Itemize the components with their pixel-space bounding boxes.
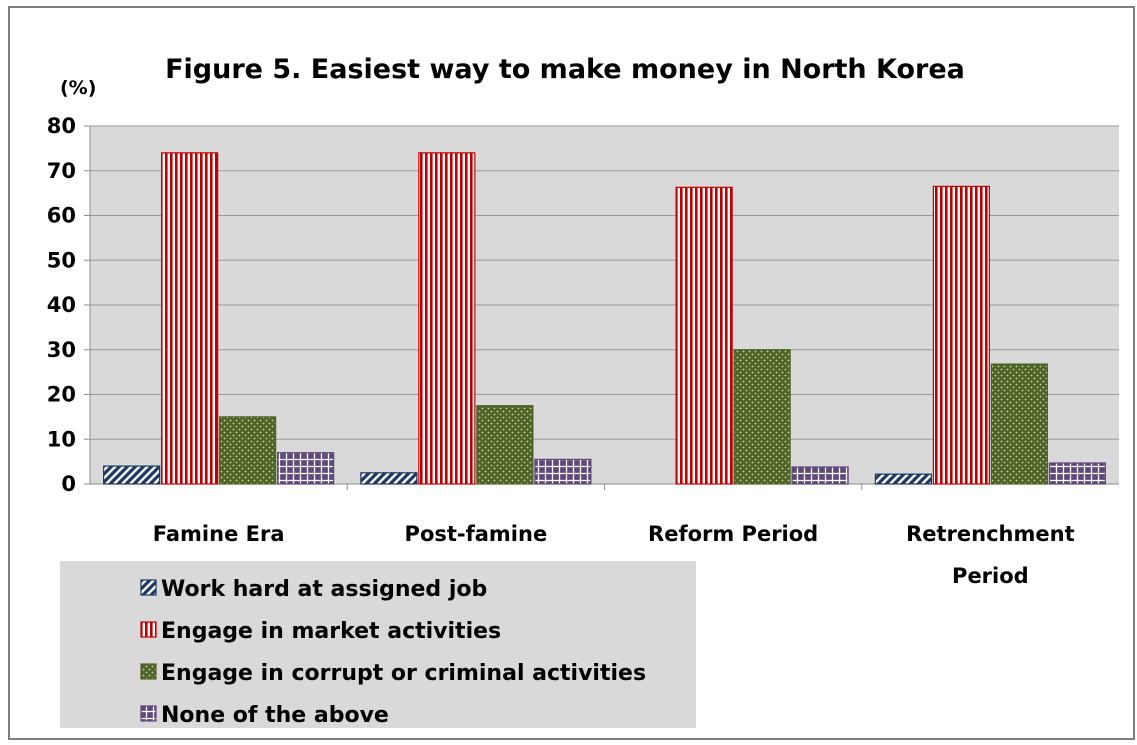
bar (277, 452, 335, 485)
x-axis-ticks: Famine Era Post-famine Reform Period Retren… (153, 522, 1075, 588)
y-axis-ticks: 0 10 20 30 40 50 60 70 80 (47, 114, 76, 496)
bar (733, 349, 791, 485)
legend-entry: Engage in market activities (140, 619, 501, 644)
x-tick-label: Reform Period (648, 522, 818, 546)
legend-entry: None of the above (140, 703, 389, 728)
bar (219, 416, 277, 485)
bars (103, 152, 1106, 485)
chart-title: Figure 5. Easiest way to make money in N… (165, 54, 965, 85)
legend-label: Engage in market activities (161, 619, 501, 644)
legend-entry: Work hard at assigned job (140, 577, 487, 602)
y-tick-label: 70 (47, 159, 76, 183)
bar (675, 186, 733, 485)
y-axis-unit-label: (%) (60, 77, 96, 99)
y-tick-label: 50 (47, 248, 76, 272)
bar (418, 152, 476, 485)
y-tick-label: 0 (61, 472, 76, 496)
bar-chart: Figure 5. Easiest way to make money in N… (47, 54, 1119, 728)
bar (874, 473, 932, 485)
bar (534, 458, 592, 485)
bar (476, 405, 534, 485)
bar (990, 363, 1048, 485)
legend-entry: Engage in corrupt or criminal activities (140, 661, 646, 686)
y-tick-label: 10 (47, 427, 76, 451)
legend-label: Engage in corrupt or criminal activities (161, 661, 646, 686)
bar (360, 472, 418, 485)
bar (791, 466, 849, 485)
bar (1048, 462, 1106, 485)
legend-swatch (140, 621, 157, 638)
bar (161, 152, 219, 485)
bar (103, 465, 161, 485)
legend-swatch (140, 705, 157, 722)
x-tick-label: Retrenchment Period (906, 522, 1075, 588)
legend-swatch (140, 663, 157, 680)
chart-frame: Figure 5. Easiest way to make money in N… (8, 6, 1135, 740)
x-tick-label: Famine Era (153, 522, 285, 546)
legend-swatch (140, 579, 157, 596)
y-tick-label: 20 (47, 383, 76, 407)
legend-label: None of the above (161, 703, 389, 728)
x-tick-label: Post-famine (405, 522, 548, 546)
y-tick-label: 80 (47, 114, 76, 138)
legend-label: Work hard at assigned job (161, 577, 487, 602)
legend (60, 561, 696, 728)
y-tick-label: 30 (47, 338, 76, 362)
bar (932, 185, 990, 485)
legend-entries: Work hard at assigned job Engage in marke… (140, 577, 646, 728)
y-tick-label: 60 (47, 204, 76, 228)
y-tick-label: 40 (47, 293, 76, 317)
